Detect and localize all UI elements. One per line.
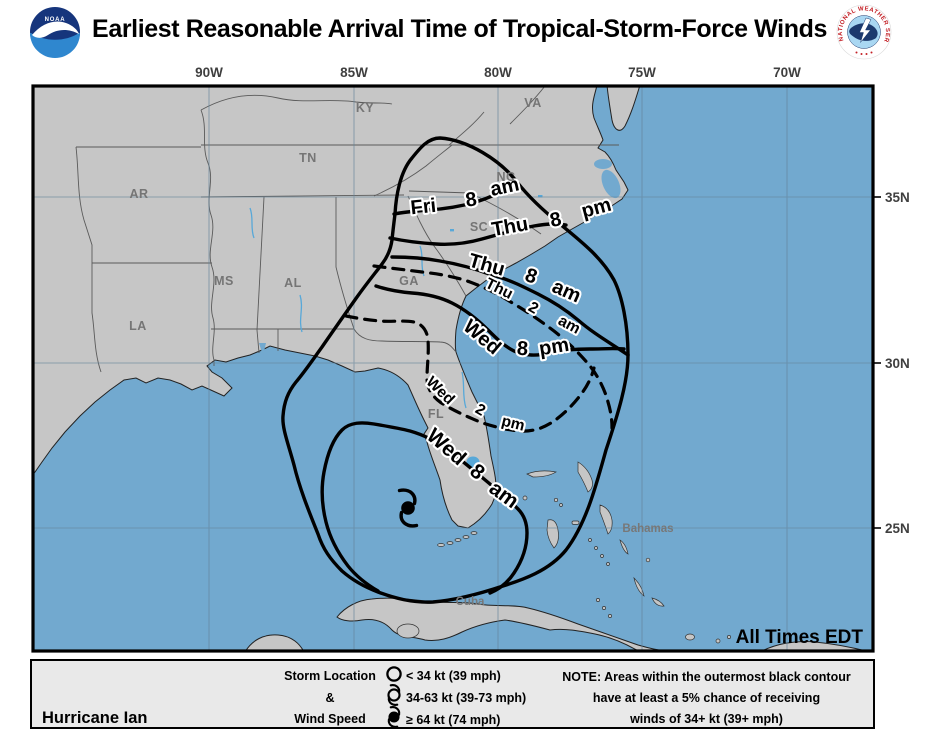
contour-thu-8am bbox=[390, 255, 630, 357]
note-line: NOTE: Areas within the outermost black c… bbox=[562, 670, 851, 684]
state-label: AR bbox=[129, 187, 148, 201]
footer-legend-bar: Hurricane Ian Wed. Sep. 28, 2022 5 am ED… bbox=[30, 659, 875, 729]
lon-tick-label: 90W bbox=[195, 65, 223, 80]
legend-item-label: 34-63 kt (39-73 mph) bbox=[406, 691, 527, 705]
rivers-lakes bbox=[249, 195, 543, 468]
state-label: TN bbox=[299, 151, 317, 165]
tropical-storm-icon bbox=[387, 684, 401, 706]
storm-info: Hurricane Ian Wed. Sep. 28, 2022 5 am ED… bbox=[42, 663, 274, 739]
contour-time-label: 8 bbox=[464, 188, 478, 211]
state-borders bbox=[75, 86, 619, 373]
noaa-logo-text: NOAA bbox=[45, 17, 66, 23]
noaa-logo-icon: NOAA bbox=[30, 7, 80, 58]
state-label: VA bbox=[524, 96, 541, 110]
state-label: KY bbox=[356, 101, 375, 115]
graticule bbox=[33, 86, 873, 651]
legend-heading-line: Storm Location bbox=[284, 669, 376, 683]
state-label: GA bbox=[399, 274, 419, 288]
legend-heading-line: & bbox=[325, 690, 335, 705]
place-label: Cuba bbox=[456, 596, 485, 608]
place-label: Bahamas bbox=[622, 523, 673, 535]
lat-tick-label: 30N bbox=[885, 356, 910, 371]
contour-fri-8am bbox=[392, 182, 516, 216]
lat-tick-label: 25N bbox=[885, 521, 910, 536]
legend-item-label: ≥ 64 kt (74 mph) bbox=[406, 713, 501, 727]
storm-name: Hurricane Ian bbox=[42, 709, 148, 727]
lon-tick-label: 80W bbox=[484, 65, 512, 80]
note-block: NOTE: Areas within the outermost black c… bbox=[552, 667, 861, 730]
contour-wed-8am bbox=[320, 421, 529, 595]
page-title: Earliest Reasonable Arrival Time of Trop… bbox=[92, 15, 827, 43]
latitude-labels: 35N 30N 25N bbox=[873, 190, 910, 536]
lat-tick-label: 35N bbox=[885, 190, 910, 205]
legend-heading-line: Wind Speed bbox=[294, 712, 366, 726]
contour-thu-8pm bbox=[388, 222, 568, 246]
state-label: MS bbox=[214, 274, 234, 288]
state-labels: KY VA TN NC AR SC MS AL GA LA FL bbox=[129, 96, 541, 421]
state-label: AL bbox=[284, 276, 302, 290]
legend-labels: < 34 kt (39 mph) 34-63 kt (39-73 mph) ≥ … bbox=[406, 665, 526, 731]
longitude-labels: 90W 85W 80W 75W 70W bbox=[195, 65, 801, 80]
lon-tick-label: 70W bbox=[773, 65, 801, 80]
hurricane-icon bbox=[387, 706, 401, 728]
contour-time-label: 8 bbox=[516, 338, 529, 361]
contour-wed-2pm bbox=[344, 314, 596, 433]
note-line: have at least a 5% chance of receiving bbox=[592, 691, 821, 705]
map-frame bbox=[31, 84, 875, 653]
contour-thu-2am bbox=[372, 264, 614, 430]
florida-keys bbox=[437, 531, 478, 547]
lon-tick-label: 85W bbox=[340, 65, 368, 80]
state-label: FL bbox=[428, 407, 444, 421]
legend-heading: Storm Location & Wind Speed bbox=[255, 666, 405, 731]
note-line: winds of 34+ kt (39+ mph) bbox=[630, 712, 783, 726]
bahamas-islands bbox=[522, 461, 731, 644]
legend-item-label: < 34 kt (39 mph) bbox=[406, 669, 501, 683]
contour-time-label: pm bbox=[538, 334, 571, 360]
header: NOAA Earliest Reasonable Arrival Time of… bbox=[0, 0, 927, 62]
lon-tick-label: 75W bbox=[628, 65, 656, 80]
state-label: SC bbox=[470, 220, 488, 234]
outer-5pct-contour bbox=[281, 136, 630, 604]
lake-okeechobee bbox=[466, 456, 480, 468]
contour-time-label: Fri bbox=[410, 195, 438, 220]
all-times-note: All Times EDT bbox=[736, 627, 864, 648]
hurricane-symbol-icon bbox=[397, 488, 419, 528]
place-labels: Bahamas Cuba bbox=[456, 523, 674, 608]
state-label: LA bbox=[129, 319, 147, 333]
arrival-contours bbox=[281, 136, 630, 604]
state-label: NC bbox=[496, 170, 515, 184]
contour-wed-8pm bbox=[374, 284, 626, 357]
nws-logo-icon: NATIONAL WEATHER SERVICE bbox=[836, 4, 892, 60]
open-circle-icon bbox=[386, 666, 402, 682]
